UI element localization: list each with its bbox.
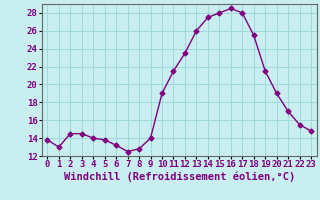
X-axis label: Windchill (Refroidissement éolien,°C): Windchill (Refroidissement éolien,°C) (64, 172, 295, 182)
